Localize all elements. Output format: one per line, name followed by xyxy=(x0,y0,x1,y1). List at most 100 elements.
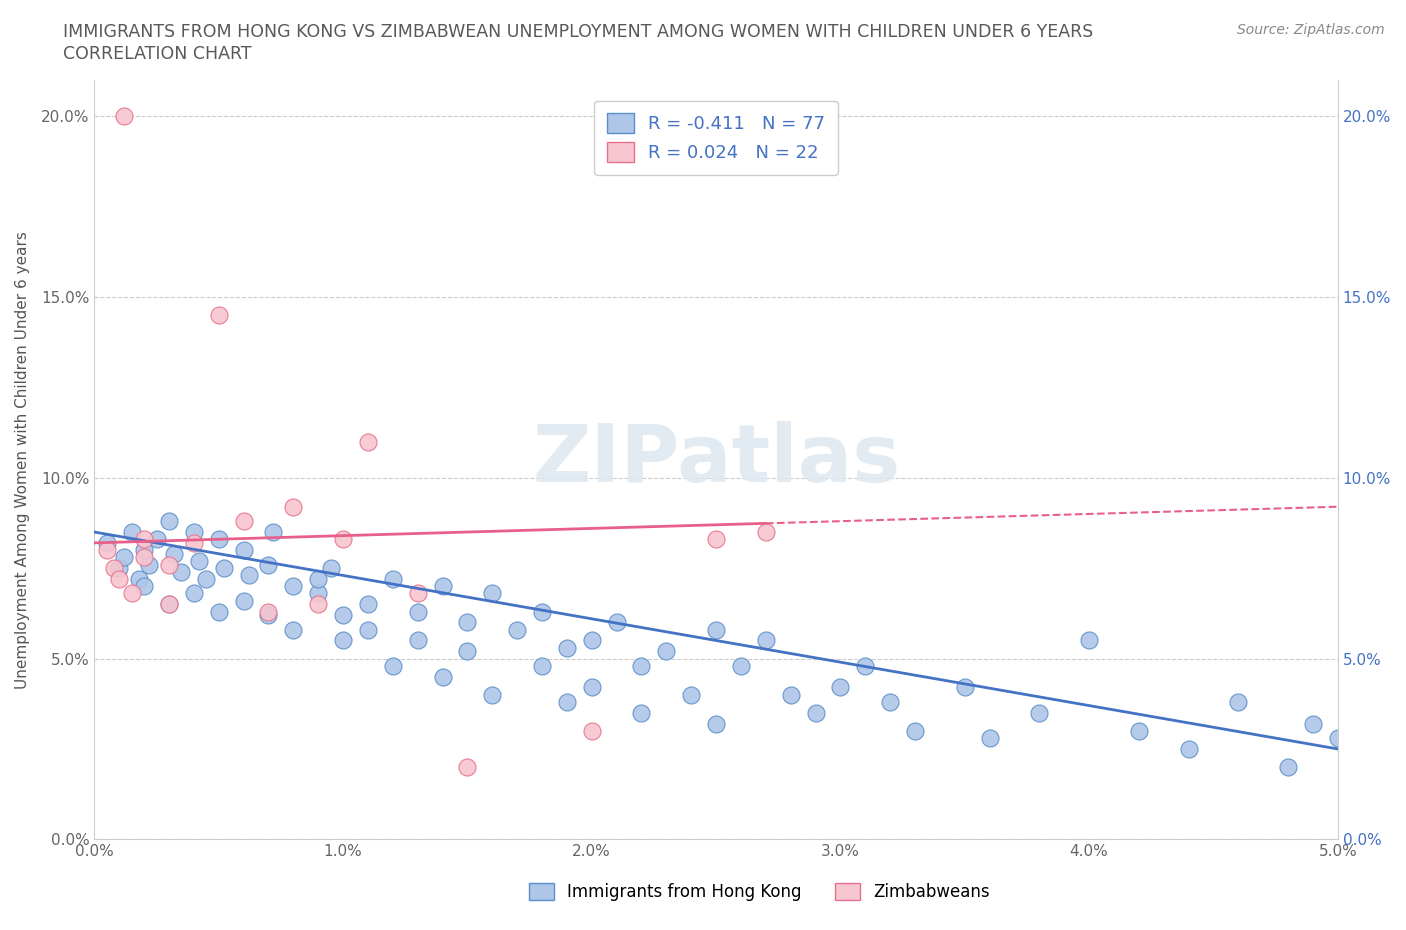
Point xyxy=(208,604,231,619)
Point xyxy=(96,543,118,558)
Point xyxy=(283,499,305,514)
Point xyxy=(132,550,155,565)
Point xyxy=(208,532,231,547)
Point xyxy=(581,633,603,648)
Point xyxy=(307,572,329,587)
Point xyxy=(157,597,180,612)
Point xyxy=(530,604,553,619)
Point xyxy=(332,633,354,648)
Point xyxy=(232,513,254,528)
Point xyxy=(187,553,209,568)
Point xyxy=(357,597,380,612)
Point xyxy=(332,607,354,622)
Point xyxy=(357,434,380,449)
Point xyxy=(681,687,703,702)
Point xyxy=(630,705,652,720)
Point xyxy=(163,546,186,561)
Point xyxy=(704,622,727,637)
Point xyxy=(1227,695,1250,710)
Point xyxy=(157,597,180,612)
Point xyxy=(406,586,429,601)
Point xyxy=(381,572,404,587)
Point xyxy=(755,633,778,648)
Point xyxy=(655,644,678,658)
Point xyxy=(121,525,143,539)
Point xyxy=(103,561,125,576)
Point xyxy=(108,572,131,587)
Point xyxy=(979,731,1001,746)
Point xyxy=(283,622,305,637)
Point xyxy=(779,687,801,702)
Point xyxy=(170,565,193,579)
Point xyxy=(381,658,404,673)
Point xyxy=(555,640,578,655)
Y-axis label: Unemployment Among Women with Children Under 6 years: Unemployment Among Women with Children U… xyxy=(15,231,30,688)
Point xyxy=(581,724,603,738)
Point xyxy=(238,568,260,583)
Point xyxy=(481,687,503,702)
Point xyxy=(96,536,118,551)
Point xyxy=(1078,633,1101,648)
Point xyxy=(332,532,354,547)
Point xyxy=(121,586,143,601)
Point xyxy=(953,680,976,695)
Point xyxy=(432,578,454,593)
Point xyxy=(432,670,454,684)
Point xyxy=(853,658,876,673)
Point xyxy=(804,705,827,720)
Point xyxy=(406,604,429,619)
Point xyxy=(357,622,380,637)
Point xyxy=(307,586,329,601)
Point xyxy=(112,109,135,124)
Text: IMMIGRANTS FROM HONG KONG VS ZIMBABWEAN UNEMPLOYMENT AMONG WOMEN WITH CHILDREN U: IMMIGRANTS FROM HONG KONG VS ZIMBABWEAN … xyxy=(63,23,1094,41)
Point xyxy=(730,658,752,673)
Legend: R = -0.411   N = 77, R = 0.024   N = 22: R = -0.411 N = 77, R = 0.024 N = 22 xyxy=(595,100,838,175)
Point xyxy=(108,561,131,576)
Point xyxy=(128,572,150,587)
Text: Source: ZipAtlas.com: Source: ZipAtlas.com xyxy=(1237,23,1385,37)
Point xyxy=(157,557,180,572)
Point xyxy=(183,536,205,551)
Point xyxy=(183,525,205,539)
Point xyxy=(456,644,478,658)
Text: CORRELATION CHART: CORRELATION CHART xyxy=(63,45,252,62)
Point xyxy=(630,658,652,673)
Point xyxy=(132,578,155,593)
Point xyxy=(1028,705,1050,720)
Point xyxy=(138,557,160,572)
Point xyxy=(755,525,778,539)
Point xyxy=(157,513,180,528)
Point xyxy=(132,543,155,558)
Point xyxy=(195,572,218,587)
Point xyxy=(283,578,305,593)
Point xyxy=(145,532,167,547)
Point xyxy=(112,550,135,565)
Point xyxy=(506,622,529,637)
Point xyxy=(555,695,578,710)
Point xyxy=(456,760,478,775)
Point xyxy=(257,604,280,619)
Point xyxy=(319,561,342,576)
Point xyxy=(183,586,205,601)
Legend: Immigrants from Hong Kong, Zimbabweans: Immigrants from Hong Kong, Zimbabweans xyxy=(522,876,997,908)
Point xyxy=(456,615,478,630)
Point xyxy=(406,633,429,648)
Point xyxy=(1326,731,1348,746)
Point xyxy=(704,716,727,731)
Point xyxy=(208,308,231,323)
Point xyxy=(132,532,155,547)
Point xyxy=(257,557,280,572)
Point xyxy=(307,597,329,612)
Point xyxy=(262,525,284,539)
Point xyxy=(232,543,254,558)
Point xyxy=(257,607,280,622)
Point xyxy=(904,724,927,738)
Point xyxy=(879,695,901,710)
Text: ZIPatlas: ZIPatlas xyxy=(531,420,900,498)
Point xyxy=(830,680,852,695)
Point xyxy=(704,532,727,547)
Point xyxy=(1177,741,1199,756)
Point xyxy=(1277,760,1299,775)
Point xyxy=(530,658,553,673)
Point xyxy=(481,586,503,601)
